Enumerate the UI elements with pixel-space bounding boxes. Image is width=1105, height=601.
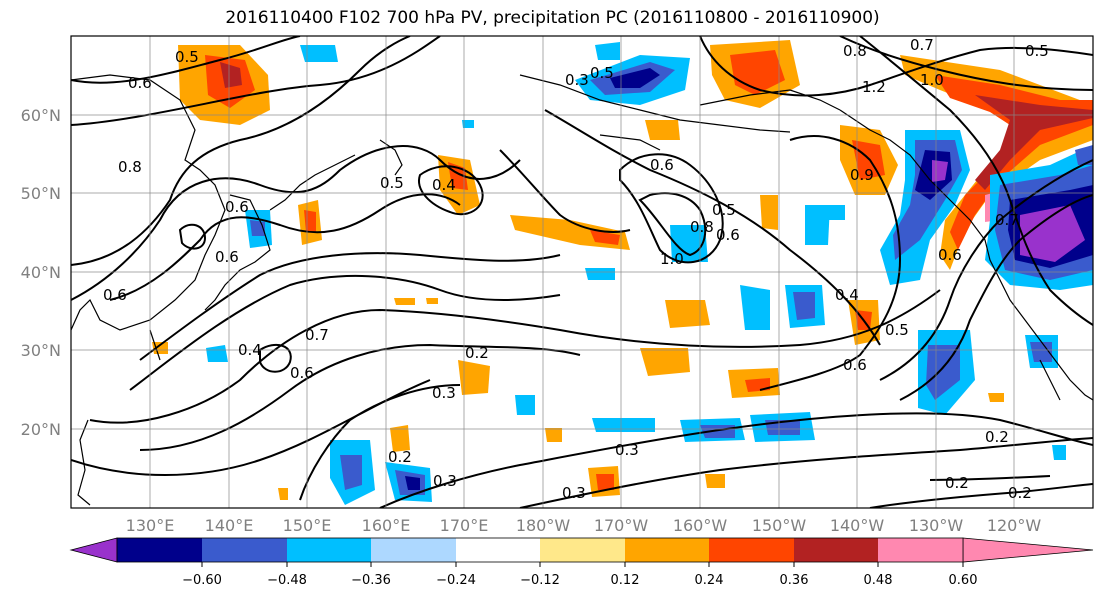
contour-label: 0.8 — [690, 218, 714, 236]
contour-label: 0.3 — [565, 71, 589, 89]
lon-label: 160°W — [673, 516, 728, 535]
lon-label: 170°W — [594, 516, 649, 535]
contour-label: 0.2 — [465, 344, 489, 362]
precip-negative-shading — [206, 42, 1093, 505]
contour-label: 0.5 — [175, 48, 199, 66]
contour-label: 0.9 — [850, 166, 874, 184]
contour-label: 0.5 — [885, 321, 909, 339]
colorbar-segment — [794, 538, 878, 562]
coastlines — [71, 74, 1093, 506]
contour-label: 0.2 — [1008, 484, 1032, 502]
contour-label: 0.6 — [938, 246, 962, 264]
contour-label: 0.7 — [995, 211, 1019, 229]
contour-label: 0.5 — [712, 201, 736, 219]
graticule — [71, 36, 1093, 508]
contour-label: 0.6 — [843, 356, 867, 374]
contour-label: 0.7 — [305, 326, 329, 344]
colorbar-ticks — [201, 562, 964, 567]
contour-label: 0.6 — [716, 226, 740, 244]
colorbar-tick-label: 0.60 — [949, 573, 978, 588]
contour-label: 0.4 — [432, 176, 456, 194]
colorbar-tick-label: −0.12 — [520, 573, 560, 588]
pv-contours — [71, 36, 1093, 508]
colorbar-right-extension — [962, 537, 1094, 563]
contour-label: 0.5 — [380, 174, 404, 192]
lon-label: 120°W — [987, 516, 1042, 535]
contour-label: 1.2 — [862, 78, 886, 96]
colorbar-tick-label: −0.60 — [182, 573, 222, 588]
colorbar-segment — [287, 538, 371, 562]
colorbar-tick-label: 0.12 — [611, 573, 640, 588]
lat-label: 50°N — [21, 184, 61, 203]
contour-label: 1.0 — [920, 71, 944, 89]
colorbar-tick-label: −0.24 — [436, 573, 476, 588]
contour-label: 0.8 — [118, 158, 142, 176]
contour-label: 0.6 — [103, 286, 127, 304]
lon-label: 140°E — [205, 516, 254, 535]
contour-label: 0.6 — [290, 364, 314, 382]
colorbar-segment — [540, 538, 625, 562]
colorbar-tick-label: 0.36 — [780, 573, 809, 588]
contour-label: 0.5 — [1025, 42, 1049, 60]
colorbar: −0.60 −0.48 −0.36 −0.24 −0.12 0.12 0.24 … — [69, 537, 1094, 588]
map-title: 2016110400 F102 700 hPa PV, precipitatio… — [225, 8, 880, 28]
contour-label: 0.6 — [225, 198, 249, 216]
colorbar-segment — [202, 538, 287, 562]
lat-label: 20°N — [21, 420, 61, 439]
map-frame — [70, 35, 1094, 509]
contour-label: 0.3 — [615, 441, 639, 459]
contour-label: 0.2 — [985, 428, 1009, 446]
colorbar-tick-label: −0.48 — [267, 573, 307, 588]
contour-label: 0.3 — [433, 472, 457, 490]
contour-label: 0.6 — [650, 156, 674, 174]
lon-label: 180°W — [516, 516, 571, 535]
contour-label: 0.3 — [562, 484, 586, 502]
colorbar-segment — [709, 538, 794, 562]
colorbar-left-extension — [69, 537, 118, 563]
contour-label: 0.4 — [835, 286, 859, 304]
contour-label: 0.2 — [945, 474, 969, 492]
contour-label: 0.7 — [910, 36, 934, 54]
lon-label: 150°W — [752, 516, 807, 535]
colorbar-tick-label: 0.24 — [695, 573, 724, 588]
contour-label: 0.2 — [388, 448, 412, 466]
contour-label: 0.6 — [215, 248, 239, 266]
lon-label: 170°E — [440, 516, 489, 535]
longitude-labels: 130°E 140°E 150°E 160°E 170°E 180°W 170°… — [126, 516, 1042, 535]
lon-label: 140°W — [830, 516, 885, 535]
contour-labels: 0.5 0.6 0.8 0.7 0.5 1.0 1.2 0.3 0.5 0.4 … — [103, 36, 1049, 502]
colorbar-segment — [878, 538, 963, 562]
contour-label: 0.4 — [238, 341, 262, 359]
contour-label: 0.3 — [432, 384, 456, 402]
colorbar-segment — [456, 538, 540, 562]
contour-label: 0.6 — [128, 74, 152, 92]
lon-label: 160°E — [362, 516, 411, 535]
contour-label: 0.8 — [843, 42, 867, 60]
contour-label: 0.5 — [590, 64, 614, 82]
contour-label: 1.0 — [660, 250, 684, 268]
colorbar-tick-label: −0.36 — [351, 573, 391, 588]
lat-label: 60°N — [21, 106, 61, 125]
colorbar-segment — [371, 538, 456, 562]
latitude-labels: 60°N 50°N 40°N 30°N 20°N — [21, 106, 61, 439]
lon-label: 150°E — [283, 516, 332, 535]
lon-label: 130°E — [126, 516, 175, 535]
lon-label: 130°W — [909, 516, 964, 535]
colorbar-segment — [117, 538, 202, 562]
lat-label: 30°N — [21, 341, 61, 360]
colorbar-segment — [625, 538, 709, 562]
colorbar-tick-label: 0.48 — [864, 573, 893, 588]
lat-label: 40°N — [21, 263, 61, 282]
